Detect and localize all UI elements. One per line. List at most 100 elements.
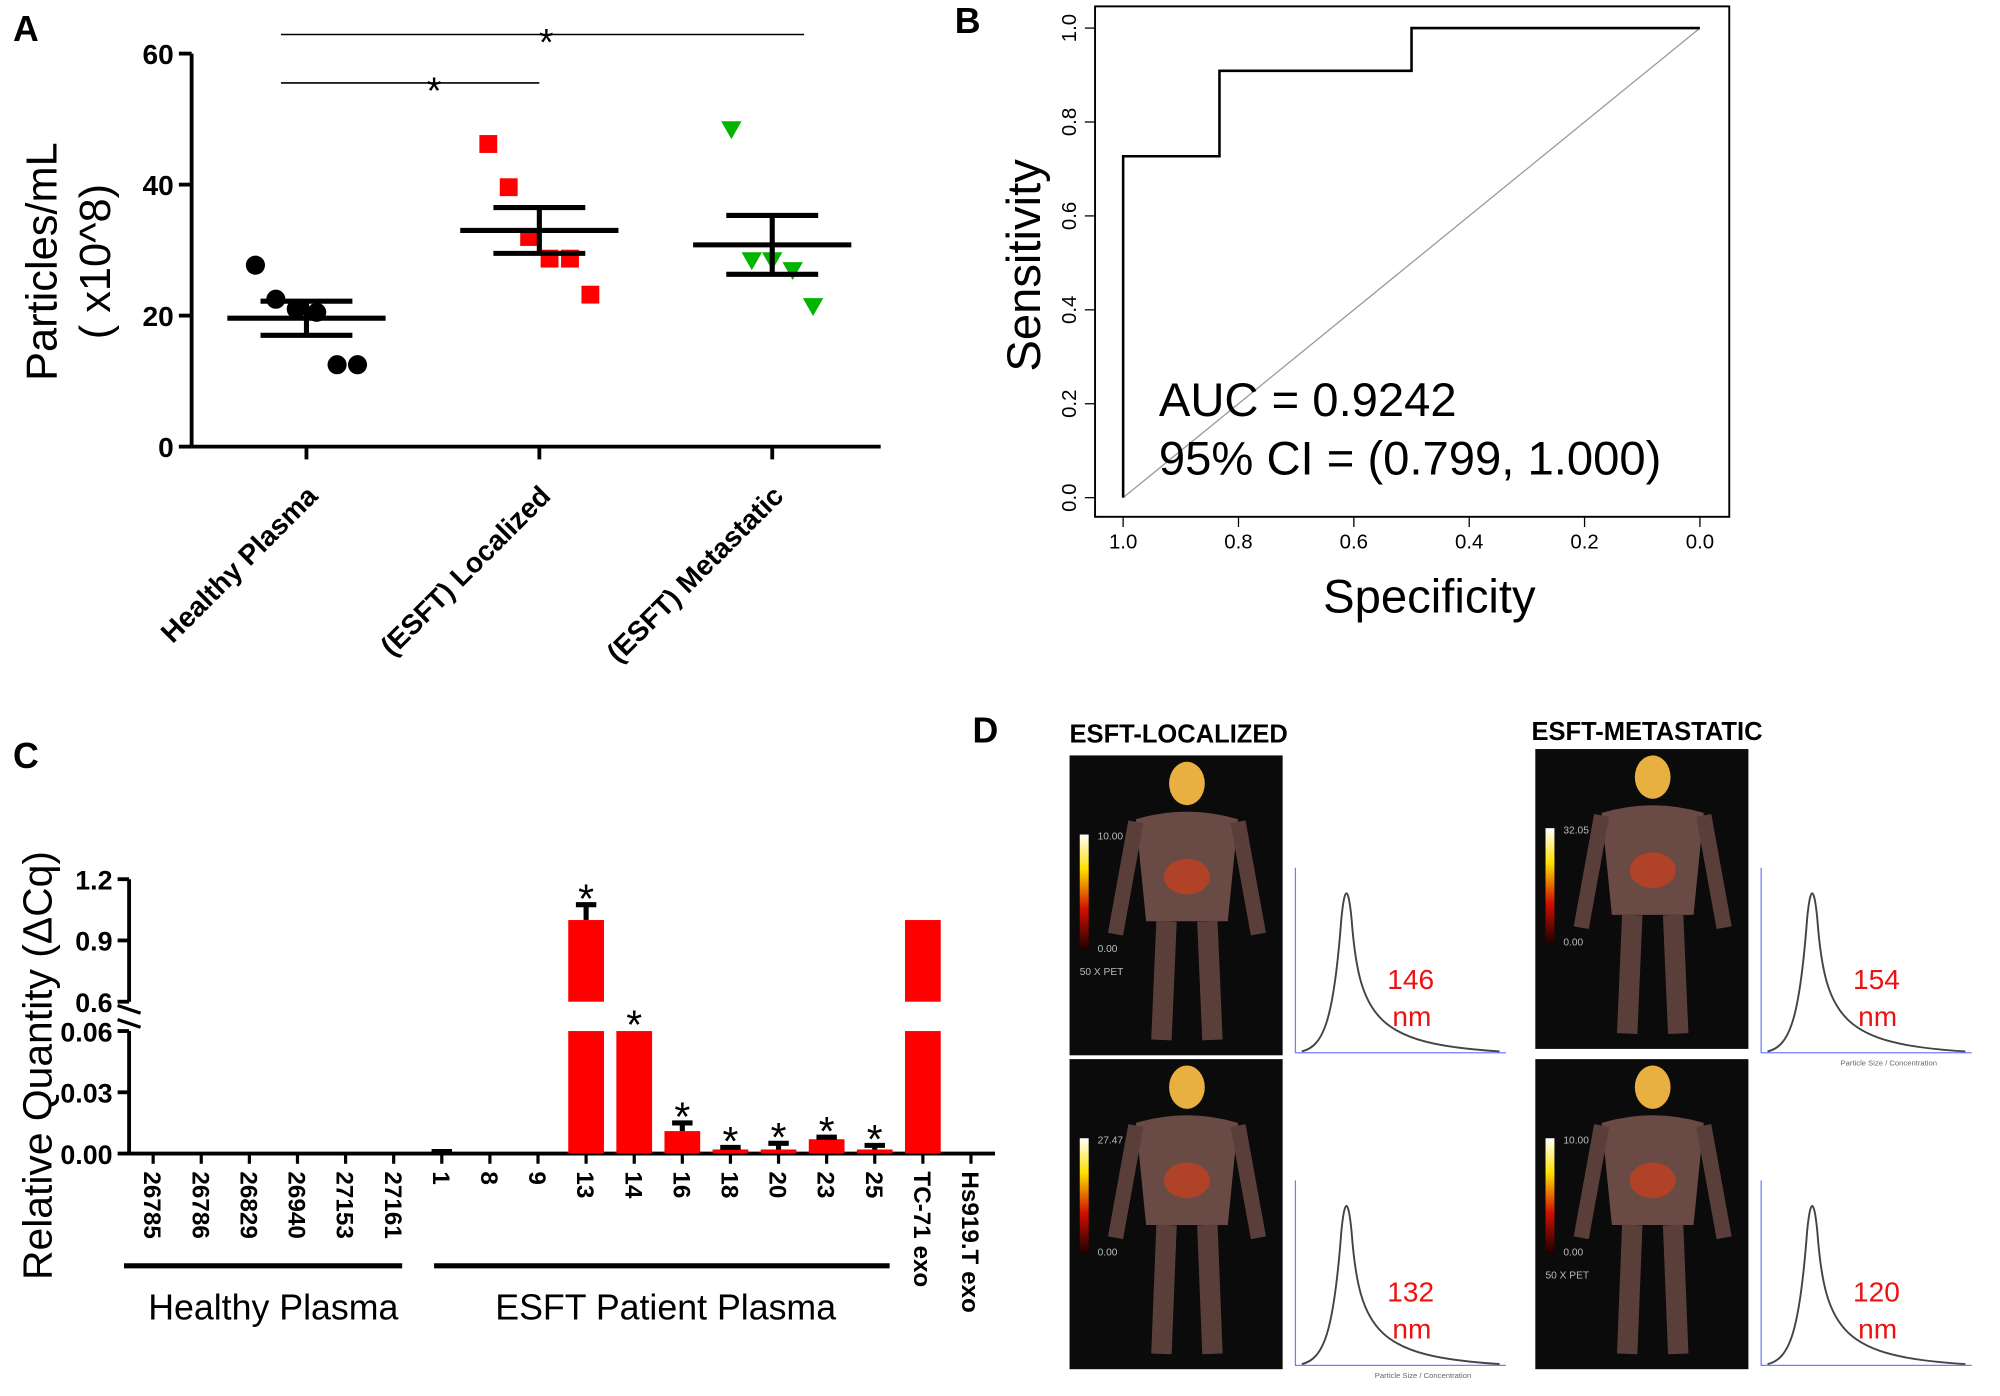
x-tick-label: 25	[860, 1171, 887, 1198]
significance-star: *	[722, 1118, 738, 1164]
y-axis-label: Sensitivity	[998, 159, 1051, 372]
x-tick-label: 18	[716, 1171, 743, 1198]
head	[1634, 1065, 1671, 1109]
arms	[1107, 820, 1266, 936]
size-unit: nm	[1858, 1314, 1897, 1345]
x-tick-label: 0.8	[1224, 532, 1252, 554]
x-tick-label: 26786	[186, 1171, 213, 1238]
x-tick-label: 27161	[379, 1171, 406, 1238]
significance-star: *	[578, 875, 594, 921]
bar	[616, 1031, 653, 1154]
annotation: 95% CI = (0.799, 1.000)	[1159, 433, 1662, 486]
data-point	[581, 285, 600, 304]
x-tick-label: 27153	[331, 1171, 358, 1238]
y-axis-label: Relative Quantity (ΔCq)	[14, 851, 60, 1280]
data-point	[479, 135, 498, 153]
legs	[1616, 914, 1689, 1035]
y-tick-label: 1.0	[1059, 14, 1081, 42]
y-tick-label: 0.03	[60, 1079, 112, 1109]
size-unit: nm	[1858, 1001, 1897, 1032]
nta-curve	[1301, 1205, 1500, 1366]
y-tick-label: 0.2	[1059, 390, 1081, 418]
x-tick-label: 0.4	[1455, 532, 1483, 554]
x-tick-label: 13	[571, 1171, 598, 1198]
x-tick-label: 1	[427, 1171, 454, 1184]
size-value: 146	[1387, 964, 1434, 995]
reference-diagonal	[1122, 27, 1701, 499]
head	[1634, 755, 1671, 799]
body-silhouette	[1573, 755, 1732, 1035]
scale-min: 0.00	[1098, 1248, 1118, 1259]
scale-max: 32.05	[1563, 825, 1589, 836]
panel-label: C	[13, 736, 39, 776]
x-tick-label: 23	[812, 1171, 839, 1198]
error-bar	[726, 212, 819, 277]
bar	[760, 1149, 797, 1154]
head	[1169, 761, 1205, 806]
y-tick-label: 0	[158, 432, 174, 463]
y-tick-label: 0.00	[60, 1140, 112, 1170]
error-bar	[816, 1134, 837, 1140]
y-tick-label: 0.4	[1059, 296, 1081, 324]
scale-min: 0.00	[1563, 1248, 1583, 1259]
data-point	[327, 355, 347, 375]
significance-star: *	[674, 1094, 690, 1140]
plot-frame	[1094, 5, 1731, 518]
image-note: 50 X PET	[1080, 967, 1124, 978]
column-title: ESFT-LOCALIZED	[1070, 721, 1288, 749]
significance-star: *	[771, 1114, 787, 1160]
size-value: 120	[1853, 1277, 1900, 1308]
scale-min: 0.00	[1563, 938, 1583, 949]
color-scale	[1079, 1138, 1089, 1254]
x-tick-label: 26785	[138, 1171, 165, 1238]
axis-caption: Particle Size / Concentration	[1375, 1371, 1471, 1380]
data-point	[782, 262, 803, 280]
data-point	[286, 299, 306, 319]
axis-break	[117, 1004, 142, 1029]
data-point	[347, 355, 368, 375]
nta-axes	[1294, 867, 1506, 1054]
body-silhouette	[1573, 1065, 1732, 1355]
x-tick-label: 1.0	[1109, 532, 1137, 554]
x-tick-label: 26940	[283, 1171, 310, 1238]
x-tick-label: 14	[619, 1171, 646, 1198]
y-tick-label: 0.0	[1059, 483, 1081, 511]
x-tick-label: 16	[667, 1171, 694, 1198]
nta-curve	[1767, 892, 1966, 1053]
nta-axes	[1760, 1180, 1972, 1367]
legs	[1151, 920, 1223, 1041]
x-tick-label: 0.6	[1340, 532, 1368, 554]
error-bar	[864, 1142, 885, 1150]
significance-star: *	[427, 69, 442, 112]
error-bar	[431, 1148, 452, 1155]
scale-max: 10.00	[1098, 832, 1124, 843]
significance-star: *	[626, 1002, 642, 1048]
arms	[1573, 1124, 1732, 1240]
size-unit: nm	[1392, 1314, 1431, 1345]
y-tick-label: 20	[143, 301, 174, 332]
axis-caption: Particle Size / Concentration	[1841, 1059, 1937, 1068]
y-tick-label: 0.06	[60, 1017, 112, 1047]
color-scale	[1545, 828, 1555, 944]
organ-uptake	[1629, 852, 1676, 889]
column-title: ESFT-METASTATIC	[1531, 718, 1762, 746]
bar	[712, 1149, 749, 1154]
x-tick-label: 0.2	[1570, 532, 1598, 554]
organ-uptake	[1629, 1162, 1676, 1199]
y-tick-label: 40	[143, 170, 174, 201]
error-bar	[575, 902, 597, 921]
y-tick-label: 0.6	[75, 988, 112, 1018]
error-bar	[768, 1140, 789, 1150]
scale-min: 0.00	[1098, 944, 1118, 955]
scale-max: 10.00	[1563, 1135, 1589, 1146]
body-silhouette	[1107, 1065, 1266, 1355]
significance-star: *	[539, 21, 554, 64]
y-axis-label: Particles/mL	[18, 142, 66, 381]
x-tick-label: (ESFT) Localized	[375, 480, 557, 662]
bar	[568, 1031, 604, 1154]
nta-curve	[1301, 892, 1500, 1053]
error-bar	[720, 1144, 741, 1150]
color-scale	[1079, 834, 1089, 950]
